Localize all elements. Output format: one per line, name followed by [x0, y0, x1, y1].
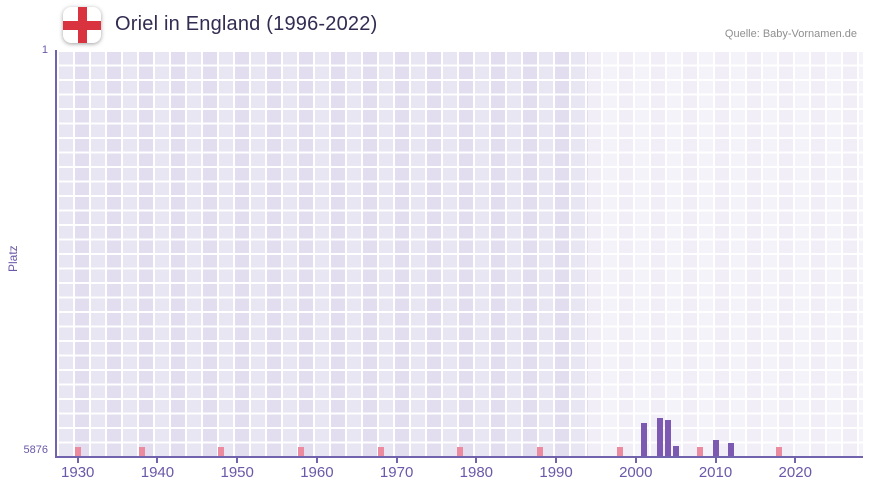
x-tick-label: 1940	[140, 464, 175, 481]
chart-title: Oriel in England (1996-2022)	[115, 13, 378, 35]
x-tick-mark	[76, 458, 79, 463]
rank-bar-2010	[712, 440, 719, 456]
x-tick-mark	[634, 458, 637, 463]
x-tick-label: 2010	[698, 464, 733, 481]
decade-marker	[377, 447, 384, 456]
england-flag-icon	[63, 7, 101, 43]
x-tick-mark	[475, 458, 478, 463]
decade-marker	[776, 447, 783, 456]
decade-marker	[457, 447, 464, 456]
rank-bar-2003	[656, 418, 663, 456]
x-tick-mark	[555, 458, 558, 463]
x-tick-mark	[236, 458, 239, 463]
y-axis-title: Platz	[6, 245, 20, 272]
data-period-highlight	[587, 50, 863, 456]
x-tick-label: 1980	[459, 464, 494, 481]
rank-bar-2005	[672, 445, 679, 456]
x-tick-label: 2020	[778, 464, 812, 481]
rank-bar-2012	[728, 442, 735, 456]
decade-marker	[218, 447, 225, 456]
x-tick-mark	[315, 458, 318, 463]
x-tick-label: 1930	[61, 464, 95, 481]
y-axis-bottom-label: 5876	[23, 444, 48, 456]
decade-marker	[696, 447, 703, 456]
source-credit: Quelle: Baby-Vornamen.de	[724, 28, 857, 40]
rank-bar-2004	[664, 419, 671, 456]
flag-cross-horizontal	[63, 20, 101, 30]
x-tick-label: 1990	[539, 464, 573, 481]
x-tick-label: 2000	[619, 464, 653, 481]
rank-bar-2001	[640, 423, 647, 456]
x-tick-mark	[714, 458, 717, 463]
x-tick-mark	[156, 458, 159, 463]
decade-marker	[297, 447, 304, 456]
decade-marker	[537, 447, 544, 456]
y-axis-top-label: 1	[41, 44, 48, 56]
plot-area	[55, 50, 863, 458]
x-tick-mark	[395, 458, 398, 463]
x-tick-mark	[794, 458, 797, 463]
decade-marker	[138, 447, 145, 456]
x-tick-label: 1970	[379, 464, 414, 481]
x-tick-label: 1950	[220, 464, 254, 481]
x-tick-label: 1960	[300, 464, 334, 481]
x-axis: 1930 1940 1950 1960 1970 1980 1990 2000 2010 2020	[57, 458, 863, 490]
decade-marker	[74, 447, 81, 456]
decade-marker	[616, 447, 623, 456]
